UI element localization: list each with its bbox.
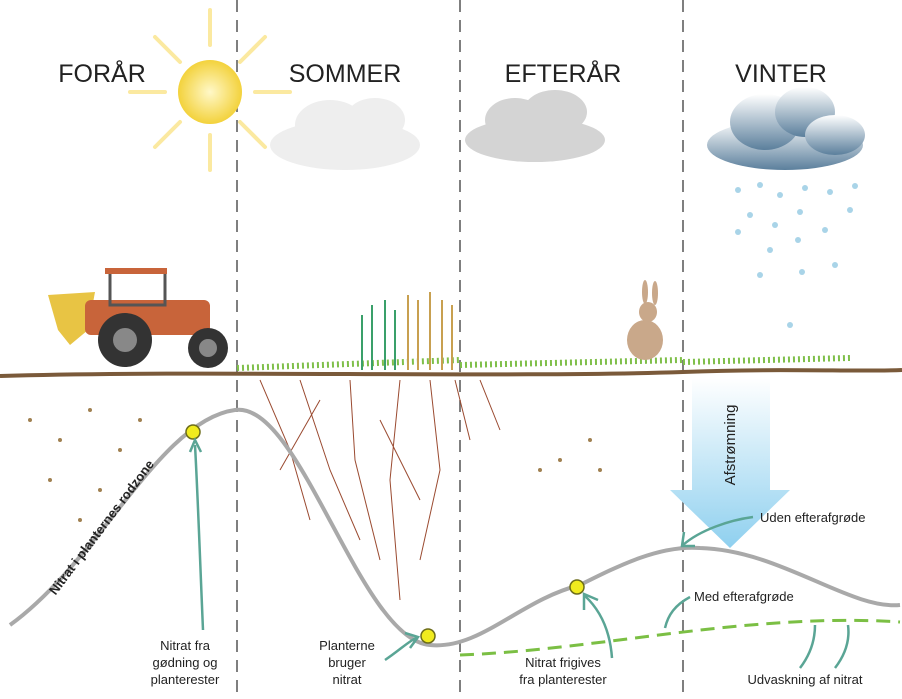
ground	[0, 370, 902, 376]
sun	[130, 10, 290, 170]
season-title: FORÅR	[58, 58, 146, 88]
label-leaching: Udvaskning af nitrat	[748, 672, 863, 687]
cloud-winter	[707, 87, 865, 170]
label-line: planterester	[151, 672, 220, 687]
raindrops	[735, 182, 858, 328]
label-line: Planterne	[319, 638, 375, 653]
season-dividers	[237, 0, 683, 699]
label-line: fra planterester	[519, 672, 607, 687]
runoff-label: Afstrømning	[722, 405, 739, 486]
season-title: VINTER	[735, 60, 827, 88]
grass	[237, 358, 850, 368]
label-without: Uden efterafgrøde	[760, 510, 866, 525]
cloud-summer	[270, 98, 420, 170]
label-line: Nitrat fra	[160, 638, 211, 653]
nitrate-curve-with	[460, 620, 900, 655]
season-title: SOMMER	[289, 60, 402, 88]
label-with: Med efterafgrøde	[694, 589, 794, 604]
label-line: gødning og	[152, 655, 217, 670]
tractor	[48, 268, 228, 368]
season-titles: FORÅR SOMMER EFTERÅR VINTER	[58, 58, 827, 88]
season-title: EFTERÅR	[505, 58, 622, 88]
label-line: bruger	[328, 655, 366, 670]
roots	[260, 380, 500, 600]
label-line: nitrat	[333, 672, 362, 687]
label-line: Nitrat frigives	[525, 655, 601, 670]
cloud-autumn	[465, 90, 605, 162]
diagram: Afstrømning FORÅR SOMMER EFTERÅR VINTER …	[0, 0, 902, 699]
axis-label: Nitrat i planternes rodzone	[46, 457, 157, 598]
hare	[627, 280, 663, 360]
